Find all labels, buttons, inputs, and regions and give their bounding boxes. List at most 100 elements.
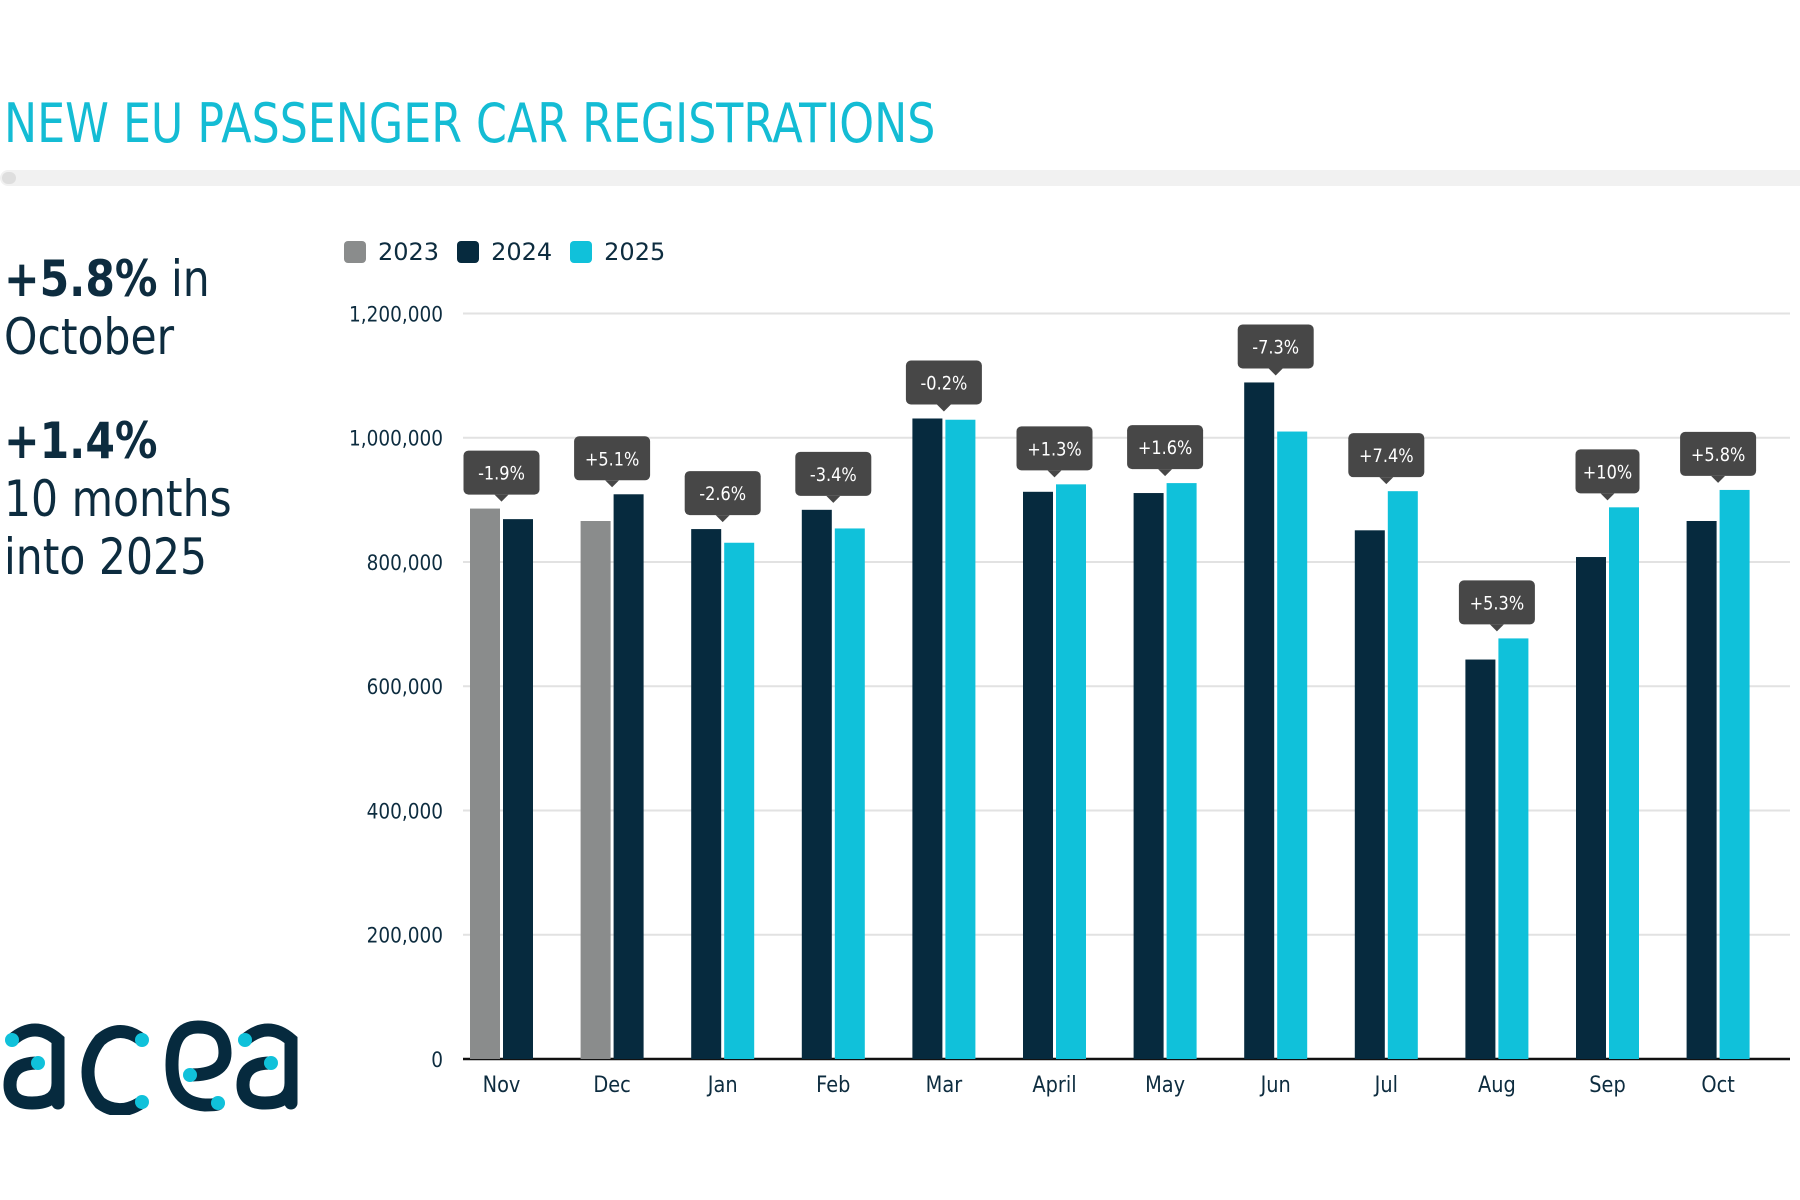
callout-box	[1458, 580, 1535, 625]
x-tick-label: Feb	[816, 1072, 850, 1097]
x-tick-label: Jun	[1259, 1072, 1291, 1097]
callout-label: +1.6%	[1138, 438, 1193, 460]
callout-pointer	[715, 515, 730, 523]
callout-pointer	[605, 480, 620, 488]
callout-box	[1348, 433, 1425, 478]
legend-swatch-2023	[344, 241, 366, 263]
callout-pointer	[1268, 368, 1283, 376]
x-tick-label: Jan	[706, 1072, 738, 1097]
growth-callout: -0.2%	[905, 360, 982, 412]
bar-2025-feb	[834, 528, 865, 1059]
growth-callout: +5.3%	[1458, 580, 1535, 632]
y-tick-label: 1,000,000	[349, 427, 443, 451]
legend-label-2025: 2025	[604, 238, 666, 266]
y-tick-label: 400,000	[367, 799, 443, 823]
legend-swatch-2025	[570, 241, 593, 263]
callout-pointer	[1379, 477, 1394, 485]
x-tick-label: Nov	[483, 1072, 521, 1097]
callout-label: +7.4%	[1359, 446, 1414, 468]
title-divider-cap	[2, 172, 16, 184]
kpi-ytd: +1.4% 10 months into 2025	[4, 412, 232, 586]
callout-label: +10%	[1583, 462, 1632, 484]
growth-callout: +1.6%	[1127, 425, 1204, 477]
bar-2025-may	[1166, 483, 1197, 1059]
callout-box	[1680, 431, 1757, 476]
callout-pointer	[1600, 493, 1615, 501]
callout-pointer	[1047, 470, 1062, 478]
y-tick-label: 600,000	[367, 675, 443, 699]
callout-box	[1237, 324, 1314, 369]
callout-pointer	[936, 404, 951, 412]
kpi-ytd-label-1: 10 months	[4, 470, 232, 528]
bar-2024-april	[1023, 491, 1053, 1060]
kpi-october-value: +5.8%	[4, 250, 158, 308]
x-tick-label: Jul	[1373, 1072, 1398, 1097]
acea-logo-icon	[0, 1005, 310, 1120]
callout-label: +5.3%	[1470, 593, 1525, 615]
callout-box	[905, 360, 982, 405]
page-title: NEW EU PASSENGER CAR REGISTRATIONS	[4, 92, 936, 155]
kpi-october-suffix: in	[157, 250, 210, 308]
legend-label-2023: 2023	[378, 238, 440, 266]
y-tick-label: 800,000	[367, 551, 443, 575]
callout-box	[574, 436, 651, 481]
bar-2025-jul	[1387, 491, 1418, 1059]
callout-label: -7.3%	[1252, 337, 1299, 359]
growth-callout: -2.6%	[684, 471, 761, 523]
callout-box	[684, 471, 761, 516]
growth-callout: +5.1%	[574, 436, 651, 488]
bar-2024-aug	[1465, 659, 1496, 1059]
growth-callout: +5.8%	[1680, 431, 1757, 483]
bar-2025-mar	[945, 419, 976, 1059]
bar-2023-nov	[470, 508, 500, 1059]
growth-callout: -7.3%	[1237, 324, 1314, 376]
growth-callout: -1.9%	[463, 450, 540, 502]
x-tick-label: Aug	[1478, 1072, 1516, 1097]
x-tick-label: Mar	[926, 1072, 963, 1097]
callout-pointer	[1711, 475, 1726, 483]
bar-2024-jan	[691, 529, 722, 1059]
callout-pointer	[826, 495, 841, 503]
bar-2024-jun	[1244, 382, 1275, 1059]
bar-2024-nov	[503, 519, 533, 1059]
x-tick-label: May	[1145, 1072, 1185, 1097]
callout-label: -1.9%	[478, 463, 525, 485]
callout-box	[795, 451, 872, 496]
callout-label: -0.2%	[920, 373, 967, 395]
callout-label: -2.6%	[699, 484, 746, 506]
callout-box	[463, 450, 540, 495]
bar-2025-april	[1056, 484, 1086, 1059]
bar-2024-dec	[613, 494, 644, 1059]
bar-2024-may	[1133, 493, 1164, 1059]
callout-label: -3.4%	[810, 465, 857, 487]
bar-2025-oct	[1719, 489, 1750, 1059]
bar-2024-oct	[1686, 520, 1717, 1059]
kpi-ytd-label-2: into 2025	[4, 528, 208, 586]
y-tick-label: 0	[431, 1048, 443, 1072]
legend-item-2024[interactable]: 2024	[457, 238, 552, 266]
y-tick-label: 1,200,000	[349, 302, 443, 326]
callout-box	[1016, 426, 1093, 471]
y-tick-label: 200,000	[367, 924, 443, 948]
x-tick-label: Dec	[593, 1072, 630, 1097]
callout-pointer	[1158, 469, 1173, 477]
callout-pointer	[1489, 624, 1504, 632]
bar-2025-jun	[1277, 431, 1308, 1060]
chart-legend: 2023 2024 2025	[344, 238, 665, 266]
callout-pointer	[494, 494, 509, 502]
callout-box	[1127, 425, 1204, 470]
legend-item-2025[interactable]: 2025	[570, 238, 665, 266]
legend-swatch-2024	[457, 241, 480, 263]
bar-2024-sep	[1576, 557, 1606, 1059]
legend-item-2023[interactable]: 2023	[344, 238, 439, 266]
bar-2024-mar	[912, 418, 943, 1060]
kpi-october-label: October	[4, 308, 175, 366]
bar-2025-jan	[724, 542, 755, 1059]
callout-label: +5.1%	[585, 449, 640, 471]
callout-label: +5.8%	[1691, 445, 1746, 467]
x-tick-label: Oct	[1701, 1072, 1734, 1097]
growth-callout: +1.3%	[1016, 426, 1093, 478]
bar-2024-jul	[1354, 530, 1385, 1059]
title-divider	[0, 170, 1800, 186]
